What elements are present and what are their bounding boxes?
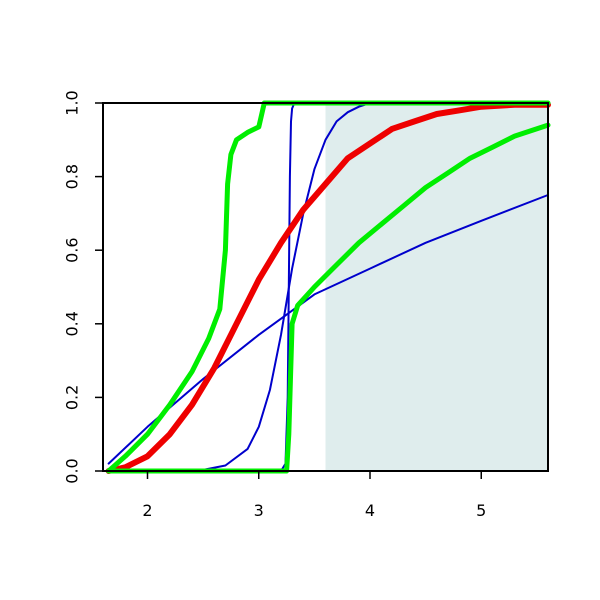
x-tick-label: 2: [142, 501, 152, 520]
y-tick-label: 1.0: [63, 90, 82, 115]
y-tick-label: 0.8: [63, 164, 82, 189]
y-tick-label: 0.6: [63, 237, 82, 262]
series-line-5: [106, 100, 551, 474]
x-tick-label: 3: [254, 501, 264, 520]
series-line-6: [106, 122, 551, 474]
series-line-2: [179, 102, 549, 472]
series-line-4: [105, 101, 551, 474]
y-tick-label: 0.0: [63, 458, 82, 483]
x-tick-label: 5: [476, 501, 486, 520]
plot-frame: [102, 102, 549, 472]
shaded-region: [325, 103, 548, 471]
y-tick-label: 0.2: [63, 385, 82, 410]
x-tick-label: 4: [365, 501, 375, 520]
y-tick-label: 0.4: [63, 311, 82, 336]
